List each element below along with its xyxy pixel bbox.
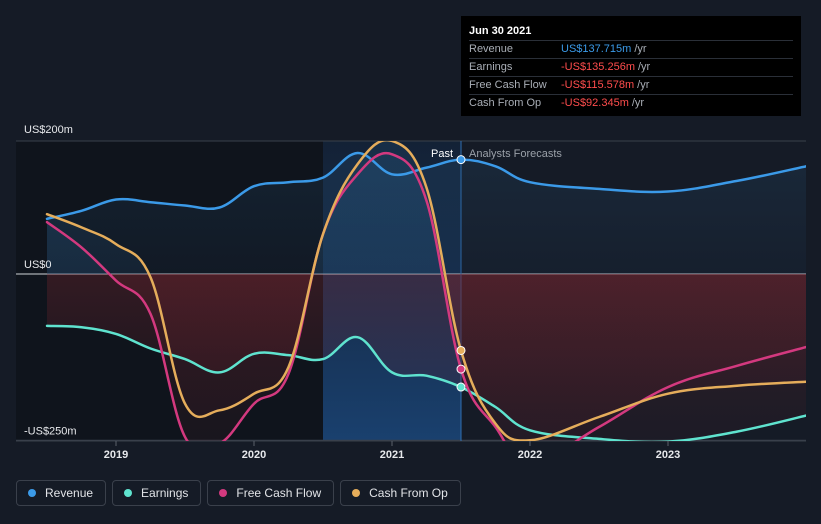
tooltip-unit: /yr (634, 43, 647, 55)
tooltip-label: Cash From Op (469, 97, 542, 109)
series-marker (456, 345, 466, 355)
legend-dot-icon (124, 489, 133, 497)
tooltip-value: -US$92.345m (561, 97, 629, 109)
legend-dot-icon (28, 489, 36, 497)
series-area-negative (47, 274, 806, 441)
tooltip-value: US$137.715m (561, 43, 632, 55)
x-tick-label: 2019 (104, 449, 128, 461)
tooltip-row-earnings: Earnings -US$135.256m /yr (469, 59, 793, 77)
series-marker (456, 382, 466, 392)
legend-item-earnings[interactable]: Earnings (112, 480, 202, 506)
tooltip-row-free-cash-flow: Free Cash Flow -US$115.578m /yr (469, 77, 793, 95)
series-line-cash-from-op (45, 141, 806, 441)
legend-label: Earnings (141, 486, 189, 500)
tooltip-date: Jun 30 2021 (469, 23, 793, 41)
series-line-free-cash-flow (45, 151, 806, 441)
tooltip-value: -US$135.256m (561, 61, 635, 73)
tooltip-unit: /yr (631, 97, 645, 109)
y-tick-label: US$0 (24, 259, 52, 271)
legend-item-free-cash-flow[interactable]: Free Cash Flow (207, 480, 335, 506)
tooltip-label: Free Cash Flow (469, 79, 547, 91)
tooltip-value: -US$115.578m (561, 79, 635, 91)
series-area-positive (47, 141, 806, 274)
legend-item-revenue[interactable]: Revenue (16, 480, 107, 506)
x-tick-label: 2022 (518, 449, 542, 461)
legend-label: Free Cash Flow (236, 486, 322, 500)
legend-dot-icon (352, 489, 361, 497)
tooltip: Jun 30 2021 Revenue US$137.715m /yr Earn… (461, 16, 801, 116)
legend-label: Revenue (45, 486, 94, 500)
legend-dot-icon (219, 489, 228, 497)
series-marker (456, 155, 466, 165)
past-label: Past (431, 148, 453, 160)
x-tick-label: 2023 (656, 449, 680, 461)
legend-item-cash-from-op[interactable]: Cash From Op (340, 480, 461, 506)
series-marker (456, 364, 466, 374)
y-tick-label: -US$250m (24, 425, 77, 437)
tooltip-row-cash-from-op: Cash From Op -US$92.345m /yr (469, 95, 793, 112)
legend: Revenue Earnings Free Cash Flow Cash Fro… (16, 480, 461, 508)
x-tick-label: 2021 (380, 449, 404, 461)
legend-label: Cash From Op (369, 486, 448, 500)
y-tick-label: US$200m (24, 124, 73, 136)
tooltip-unit: /yr (637, 79, 650, 91)
tooltip-unit: /yr (638, 61, 651, 73)
forecast-label: Analysts Forecasts (469, 148, 562, 160)
tooltip-row-revenue: Revenue US$137.715m /yr (469, 41, 793, 59)
series-line-revenue (45, 151, 806, 221)
tooltip-label: Earnings (469, 61, 513, 73)
series-line-earnings (45, 324, 806, 441)
tooltip-label: Revenue (469, 43, 514, 55)
x-tick-label: 2020 (242, 449, 266, 461)
